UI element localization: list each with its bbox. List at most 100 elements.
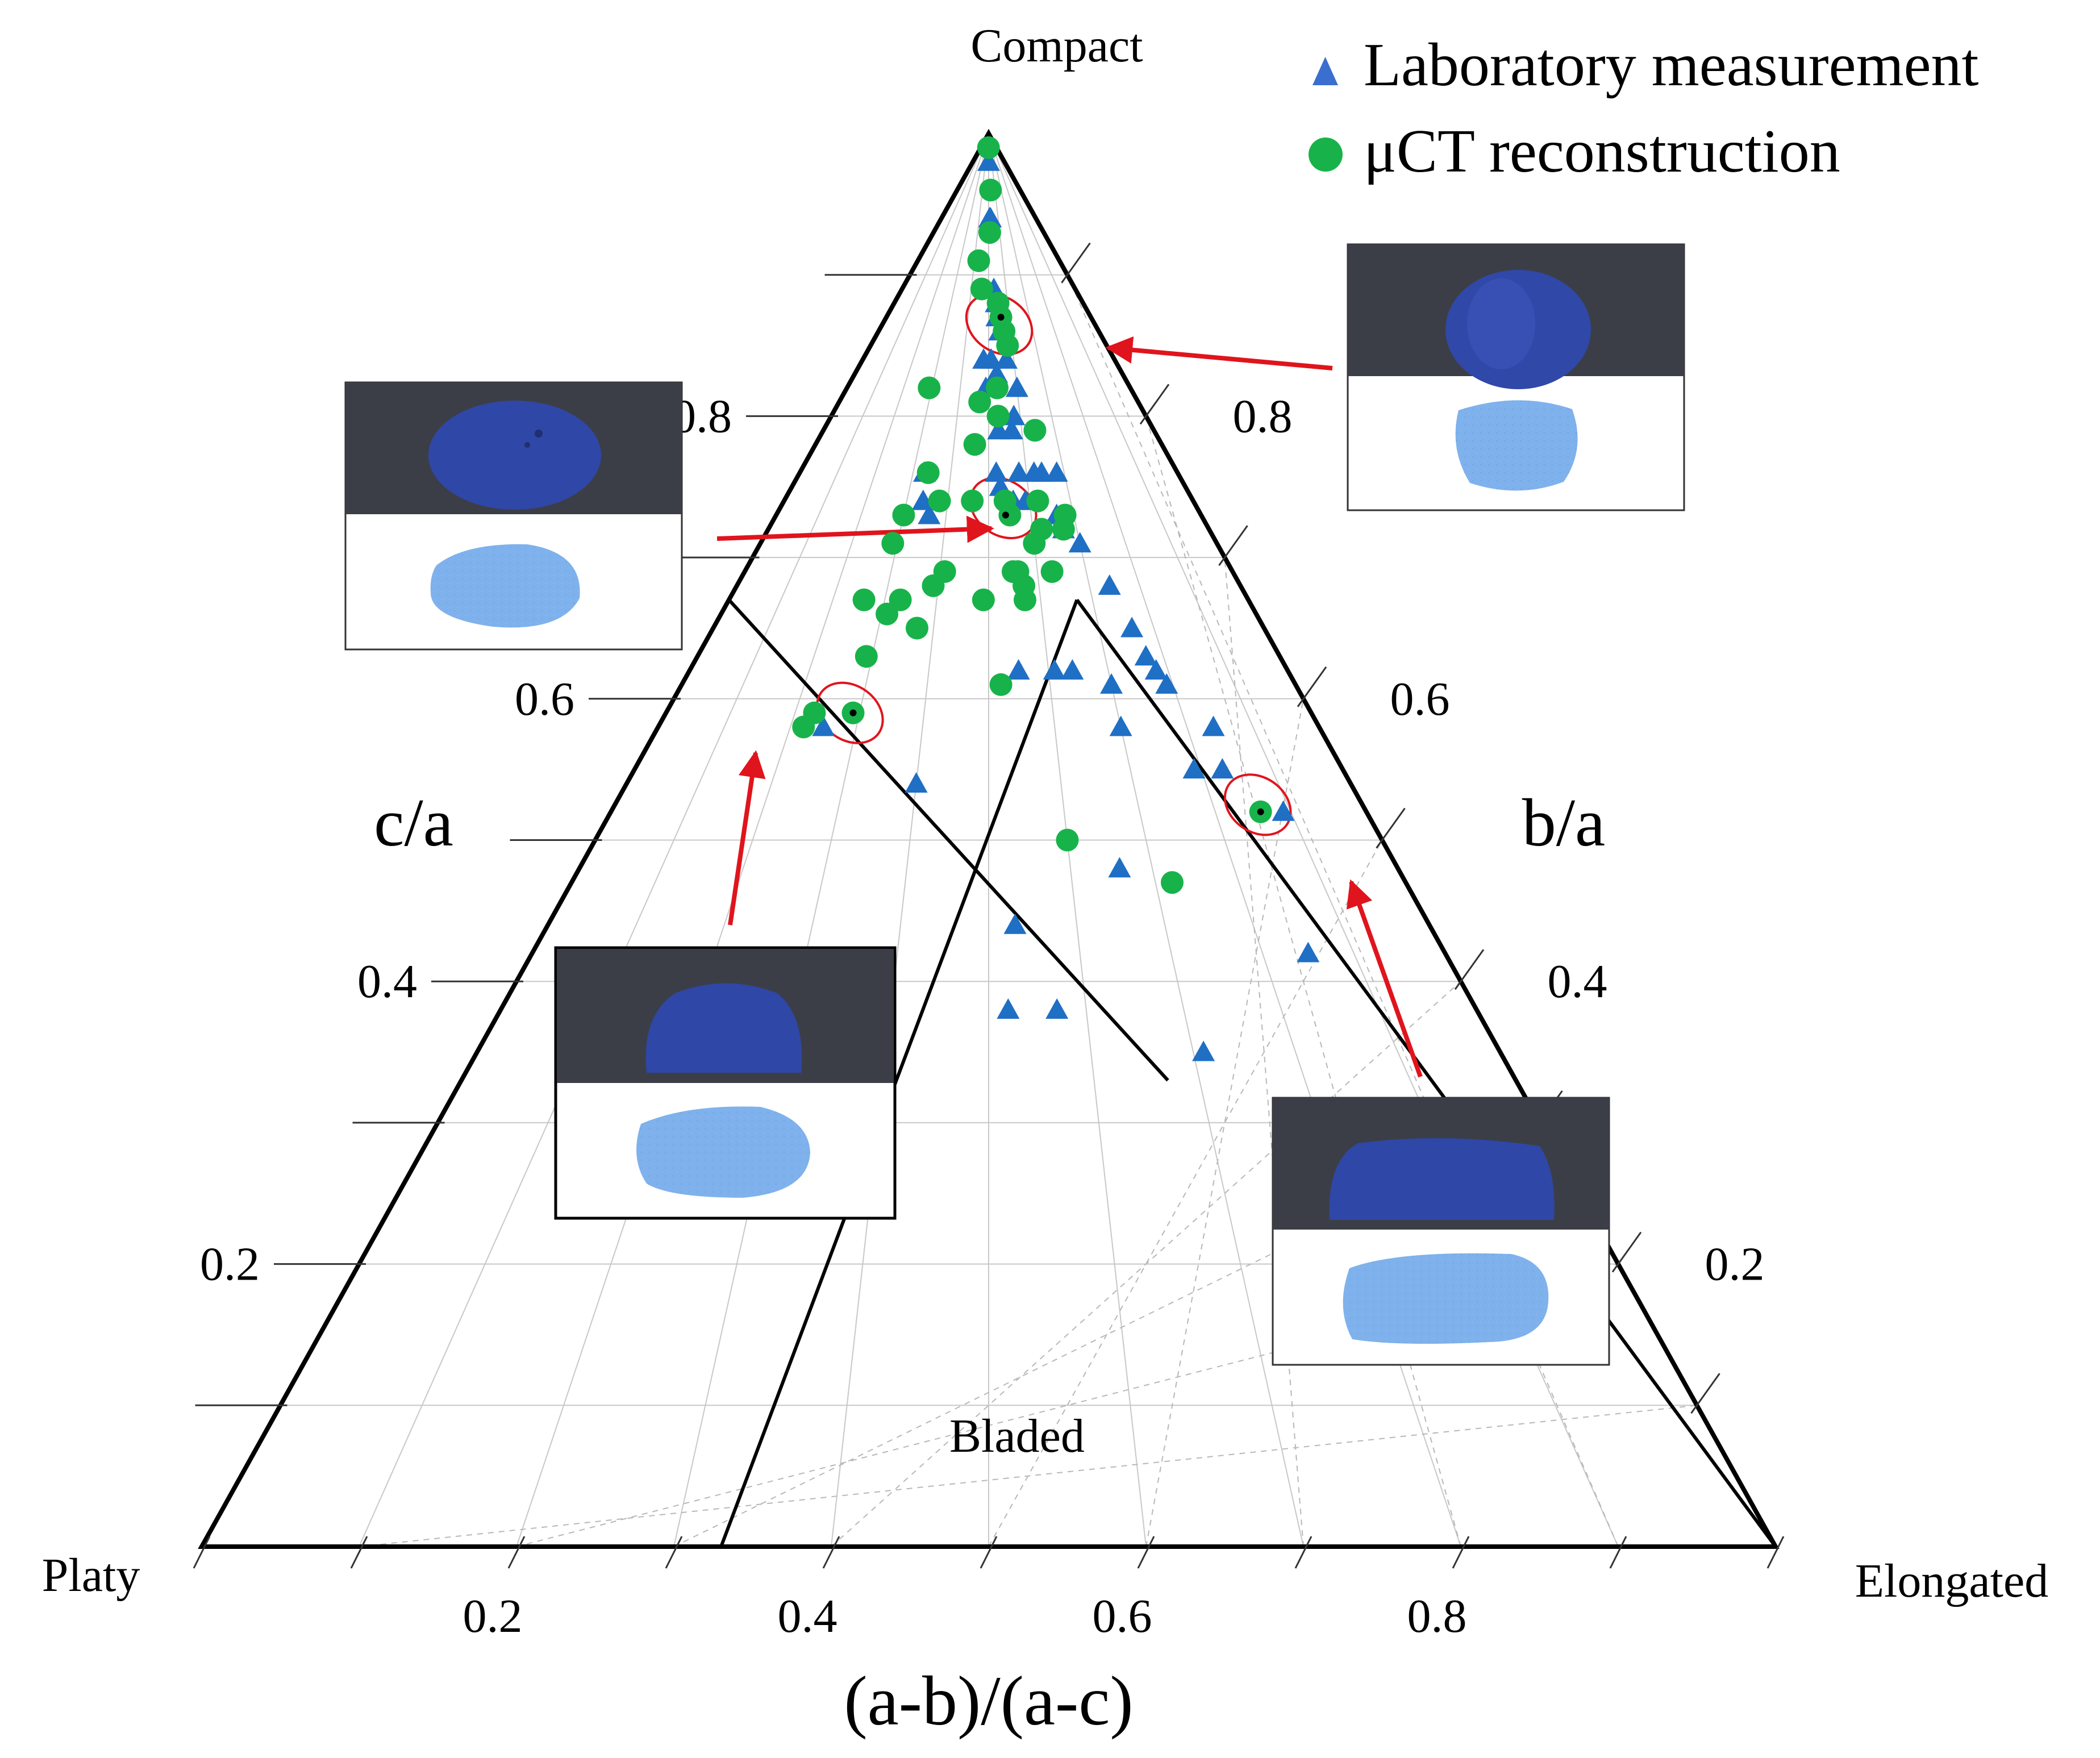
lab-measurement-point	[812, 715, 835, 736]
right-tick-mark	[1690, 1373, 1720, 1414]
lab-measurement-point	[1144, 659, 1168, 680]
lab-measurement-point	[1030, 461, 1053, 482]
lab-measurement-point	[905, 772, 928, 793]
lab-measurement-point	[1061, 659, 1084, 680]
lab-measurement-point	[1211, 758, 1234, 779]
x-tick-mark	[193, 1536, 211, 1569]
x-tick-label: 0.2	[463, 1590, 523, 1643]
left-tick-label: 0.2	[200, 1238, 260, 1291]
inset-elongated-sample	[1272, 1097, 1610, 1366]
grid-line-radial	[359, 133, 989, 1547]
elongated-boundary-line	[1075, 598, 1777, 1548]
lab-measurement-point	[1043, 659, 1066, 680]
inset-bladed-sample	[554, 946, 897, 1220]
uct-reconstruction-point	[922, 574, 945, 597]
uct-reconstruction-point	[1040, 560, 1064, 583]
right-tick-mark	[1139, 384, 1170, 425]
grid-line-radial	[516, 133, 989, 1547]
lab-measurement-point	[918, 503, 941, 524]
stone-photo	[1329, 1138, 1555, 1220]
grid-line-dashed	[1224, 557, 1304, 1547]
uct-reconstruction-point	[989, 673, 1013, 696]
right-tick-label: 0.2	[1705, 1238, 1765, 1291]
uct-reconstruction-point	[1052, 518, 1075, 541]
uct-reconstruction-point	[1023, 419, 1047, 442]
uct-reconstruction-point	[970, 277, 993, 301]
grid	[280, 133, 1697, 1547]
uct-reconstruction-point	[928, 489, 951, 513]
right-axis-label: b/a	[1522, 785, 1606, 860]
lab-measurement-point	[1098, 574, 1121, 595]
right-tick-mark	[1376, 807, 1406, 849]
right-tick-mark	[1297, 666, 1327, 707]
x-tick-mark	[350, 1536, 368, 1569]
right-tick-mark	[1611, 1231, 1642, 1273]
uct-reconstruction-point	[892, 503, 915, 527]
lab-measurement-point	[985, 362, 1009, 383]
uct-reconstruction-point	[998, 503, 1022, 527]
uct-reconstruction-point	[972, 588, 995, 611]
right-tick-mark	[1218, 525, 1248, 566]
legend-lab-label: Laboratory measurement	[1364, 31, 1979, 99]
grid-line-radial	[831, 133, 989, 1547]
highlight-center-dot	[849, 709, 857, 716]
uct-reconstruction-point	[961, 489, 984, 513]
lab-measurement-point	[1155, 673, 1178, 694]
lab-measurement-point	[997, 998, 1020, 1019]
uct-reconstruction-point	[1160, 871, 1184, 894]
lab-measurement-point	[1045, 461, 1068, 482]
highlight-ellipse	[1223, 773, 1292, 836]
lab-measurement-point	[1108, 857, 1131, 878]
right-tick-label: 0.6	[1390, 673, 1450, 726]
uct-reconstruction-point	[986, 405, 1010, 428]
stone-photo	[645, 983, 802, 1073]
inset-platy-sample	[344, 381, 683, 651]
lab-measurement-point	[977, 150, 1000, 171]
uct-reconstruction-point	[979, 178, 1002, 202]
x-tick-mark	[665, 1536, 683, 1569]
uct-reconstruction-point	[985, 376, 1009, 399]
uct-reconstruction-point	[792, 715, 815, 739]
lab-measurement-point	[1272, 800, 1295, 821]
lab-measurement-point	[1297, 942, 1320, 963]
uct-reconstruction-point	[876, 602, 899, 626]
corner-label-compact: Compact	[970, 19, 1143, 72]
lab-measurement-point	[1003, 913, 1027, 934]
corner-label-platy: Platy	[42, 1549, 140, 1602]
highlight-center-dot	[997, 314, 1005, 321]
right-tick-label: 0.4	[1548, 955, 1607, 1008]
uct-reconstruction-point	[855, 645, 878, 668]
lab-measurement-point	[1100, 673, 1123, 694]
platy-boundary-line	[727, 598, 1169, 1082]
lab-measurement-point	[1000, 419, 1023, 440]
left-tick-label: 0.6	[515, 673, 574, 726]
uct-reconstruction-point	[963, 433, 986, 456]
corner-label-elongated: Elongated	[1855, 1555, 2049, 1607]
x-tick-label: 0.4	[778, 1590, 838, 1643]
uct-reconstruction-point	[1013, 588, 1036, 611]
x-tick-mark	[1609, 1536, 1627, 1569]
x-tick-mark	[1137, 1536, 1155, 1569]
right-tick-mark	[1454, 949, 1485, 990]
lab-measurement-point	[1005, 376, 1028, 397]
legend-lab-marker	[1313, 57, 1338, 85]
region-boundaries	[719, 598, 1777, 1548]
arrow-compact	[1105, 336, 1333, 370]
lab-measurement-point	[1045, 998, 1069, 1019]
uct-reconstruction-point	[918, 376, 941, 399]
uct-reconstruction-point	[996, 334, 1019, 357]
x-axis-label: (a-b)/(a-c)	[844, 1662, 1133, 1740]
lab-measurement-point	[1109, 715, 1132, 736]
highlight-ellipse	[965, 293, 1034, 356]
data-points	[792, 136, 1320, 1061]
legend: Laboratory measurement μCT reconstructio…	[1309, 31, 1979, 185]
arrow-platy-left	[728, 750, 766, 926]
grid-line-radial	[988, 133, 1304, 1547]
lab-measurement-point	[1192, 1040, 1215, 1061]
uct-reconstruction-point	[852, 588, 876, 611]
stone-photo	[428, 401, 601, 510]
uct-reconstruction-point	[889, 588, 912, 611]
region-label-bladed: Bladed	[949, 1410, 1085, 1463]
uct-reconstruction-point	[977, 136, 1000, 159]
